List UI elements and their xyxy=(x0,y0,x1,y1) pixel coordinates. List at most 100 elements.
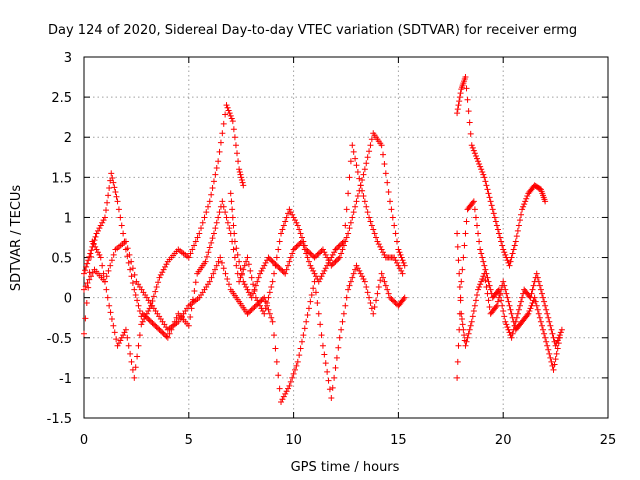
data-point xyxy=(296,241,303,248)
data-point xyxy=(381,278,388,285)
data-point xyxy=(474,155,480,162)
data-point xyxy=(475,158,482,165)
data-point xyxy=(113,193,120,200)
data-point xyxy=(234,150,241,157)
y-tick-label: 0 xyxy=(64,292,72,307)
data-point xyxy=(324,368,331,375)
data-point xyxy=(498,238,505,245)
data-point xyxy=(396,249,403,256)
data-point xyxy=(487,198,494,205)
data-point xyxy=(238,174,245,181)
data-point xyxy=(454,110,461,117)
data-point xyxy=(205,249,212,256)
data-point xyxy=(545,314,552,321)
data-point xyxy=(173,314,180,321)
data-point xyxy=(501,313,508,320)
data-point xyxy=(329,261,336,268)
data-point xyxy=(368,305,375,312)
data-point xyxy=(118,222,125,229)
data-point xyxy=(250,281,257,288)
data-point xyxy=(206,198,213,205)
data-point xyxy=(114,198,121,205)
data-point xyxy=(237,265,244,272)
data-point xyxy=(400,259,407,266)
data-point xyxy=(329,251,336,258)
data-point xyxy=(378,142,385,149)
data-point xyxy=(252,282,259,289)
data-point xyxy=(275,246,282,253)
data-point xyxy=(466,326,473,333)
data-point xyxy=(508,334,515,341)
data-point xyxy=(485,297,492,304)
data-point xyxy=(223,214,230,221)
data-point xyxy=(308,291,315,298)
data-point xyxy=(272,261,279,268)
data-point xyxy=(552,342,559,349)
data-point xyxy=(118,334,125,341)
data-point xyxy=(271,270,278,277)
data-point xyxy=(506,262,513,269)
data-point xyxy=(108,170,115,177)
data-point xyxy=(468,142,475,149)
data-point xyxy=(455,342,462,349)
data-point xyxy=(339,239,346,246)
data-point xyxy=(290,370,297,377)
data-point xyxy=(115,206,122,213)
data-point xyxy=(535,310,542,317)
data-point xyxy=(328,254,335,261)
data-point xyxy=(189,246,196,253)
data-point xyxy=(481,262,488,269)
data-point xyxy=(275,263,282,270)
data-point xyxy=(239,179,246,186)
data-point xyxy=(215,214,222,221)
data-point xyxy=(477,246,484,253)
data-point xyxy=(217,254,224,261)
data-point xyxy=(391,298,398,305)
data-point xyxy=(117,214,124,221)
data-point xyxy=(347,219,354,226)
data-point xyxy=(518,298,525,305)
data-point xyxy=(465,108,472,115)
data-point xyxy=(208,274,215,281)
data-point xyxy=(293,243,300,250)
data-point xyxy=(164,334,171,341)
data-point xyxy=(544,342,551,349)
data-point xyxy=(321,351,328,358)
data-point xyxy=(553,350,560,357)
data-point xyxy=(399,257,406,264)
data-point xyxy=(481,174,488,181)
data-point xyxy=(210,270,217,277)
data-point xyxy=(286,206,293,213)
data-point xyxy=(486,194,493,201)
data-point xyxy=(105,192,112,199)
data-point xyxy=(338,241,345,248)
data-point xyxy=(201,214,208,221)
data-point xyxy=(496,286,503,293)
data-point xyxy=(105,267,112,274)
data-point xyxy=(480,171,487,178)
data-point xyxy=(374,238,381,245)
data-point xyxy=(191,242,198,249)
data-point xyxy=(238,177,245,184)
data-point xyxy=(99,262,106,269)
data-point xyxy=(244,310,251,317)
data-point xyxy=(131,271,138,278)
data-point xyxy=(261,310,268,317)
data-point xyxy=(487,286,494,293)
data-point xyxy=(88,247,95,254)
data-point xyxy=(458,278,465,285)
data-point xyxy=(368,136,375,143)
data-point xyxy=(103,273,110,280)
data-point xyxy=(213,219,220,226)
data-point xyxy=(373,297,380,304)
data-point xyxy=(222,111,229,118)
data-point xyxy=(346,225,353,232)
data-point xyxy=(153,283,160,290)
data-point xyxy=(398,254,405,261)
data-point xyxy=(192,238,199,245)
data-point xyxy=(209,185,216,192)
data-point xyxy=(496,230,503,237)
y-tick-label: 0.5 xyxy=(51,252,72,267)
data-point xyxy=(81,286,87,293)
data-point xyxy=(81,270,87,277)
